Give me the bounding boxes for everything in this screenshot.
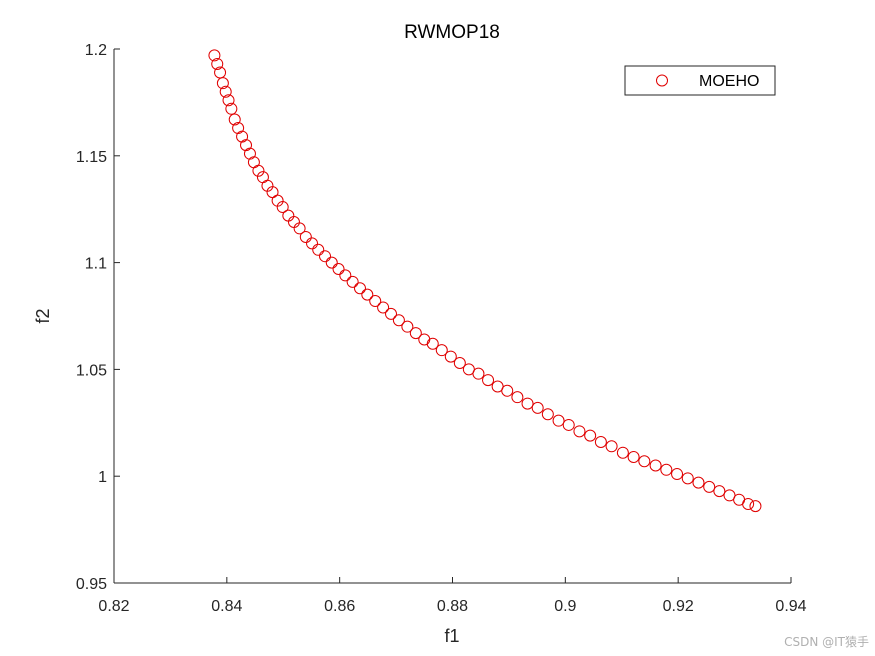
y-tick-label: 1.15: [76, 149, 107, 166]
data-point: [228, 113, 241, 126]
data-point: [531, 401, 544, 414]
ticks: 0.82 0.84 0.86 0.88 0.9 0.92 0.94 0.95 1 1.05 1.1 1…: [76, 42, 807, 615]
data-point: [240, 139, 253, 152]
data-point: [208, 49, 221, 62]
data-point: [293, 222, 306, 235]
data-point: [605, 440, 618, 453]
data-point: [638, 455, 651, 468]
x-tick-label: 0.86: [324, 598, 355, 615]
data-point: [236, 130, 249, 143]
data-point: [453, 356, 466, 369]
data-point: [482, 374, 495, 387]
data-point: [325, 256, 338, 269]
data-point: [594, 436, 607, 449]
data-point: [222, 94, 235, 107]
watermark: CSDN @IT猿手: [784, 635, 869, 649]
data-point: [692, 476, 705, 489]
data-point: [339, 269, 352, 282]
chart-title: RWMOP18: [404, 22, 500, 43]
data-point: [573, 425, 586, 438]
data-point: [627, 450, 640, 463]
x-tick-label: 0.92: [663, 598, 694, 615]
legend-box: [624, 65, 776, 96]
data-point: [377, 301, 390, 314]
data-point: [392, 314, 405, 327]
data-points: [208, 49, 762, 513]
data-point: [219, 85, 232, 98]
data-point: [252, 164, 265, 177]
data-point: [681, 472, 694, 485]
data-point: [426, 337, 439, 350]
data-point: [444, 350, 457, 363]
data-point: [401, 320, 414, 333]
y-tick-label: 1.05: [76, 362, 107, 379]
data-point: [749, 500, 762, 513]
y-tick-label: 1.2: [85, 42, 107, 59]
data-point: [232, 122, 245, 135]
x-tick-label: 0.94: [775, 598, 806, 615]
x-tick-label: 0.82: [98, 598, 129, 615]
x-axis-title: f1: [444, 626, 459, 646]
y-tick-label: 1.1: [85, 256, 107, 273]
data-point: [216, 77, 229, 90]
legend-marker: [656, 74, 668, 87]
data-point: [511, 391, 524, 404]
data-point: [562, 418, 575, 431]
data-point: [703, 480, 716, 493]
plot-area: [114, 49, 791, 583]
data-point: [346, 275, 359, 288]
x-tick-label: 0.88: [437, 598, 468, 615]
y-axis-title: f2: [33, 308, 53, 323]
data-point: [211, 57, 224, 70]
y-tick-label: 1: [98, 469, 107, 486]
data-point: [369, 295, 382, 308]
data-point: [671, 468, 684, 481]
data-point: [552, 414, 565, 427]
data-point: [409, 327, 422, 340]
data-point: [276, 201, 289, 214]
data-point: [521, 397, 534, 410]
data-point: [501, 384, 514, 397]
data-point: [243, 147, 256, 160]
x-tick-label: 0.84: [211, 598, 242, 615]
data-point: [225, 102, 238, 115]
data-point: [713, 485, 726, 498]
legend-label: MOEHO: [699, 73, 759, 90]
data-point: [541, 408, 554, 421]
data-point: [319, 250, 331, 263]
x-tick-label: 0.9: [554, 598, 576, 615]
data-point: [435, 344, 448, 357]
data-point: [660, 463, 673, 476]
data-point: [472, 367, 485, 380]
legend: MOEHO: [624, 65, 776, 96]
data-point: [353, 282, 366, 295]
data-point: [361, 288, 374, 301]
data-point: [742, 497, 755, 510]
data-point: [312, 243, 325, 256]
data-point: [306, 237, 319, 250]
data-point: [385, 307, 398, 320]
y-tick-label: 0.95: [76, 576, 107, 593]
data-point: [616, 446, 629, 459]
data-point: [332, 263, 345, 276]
data-point: [649, 459, 662, 472]
data-point: [584, 429, 597, 442]
data-point: [299, 230, 312, 243]
